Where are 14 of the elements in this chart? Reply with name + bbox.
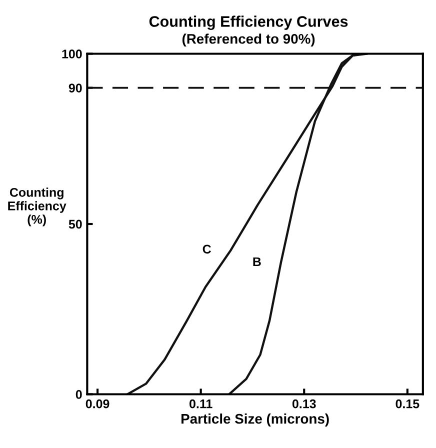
- chart-title: Counting Efficiency Curves: [149, 16, 348, 30]
- x-tick-label: 0.13: [292, 399, 316, 408]
- x-axis-title: Particle Size (microns): [182, 414, 329, 426]
- y-tick-label: 0: [76, 390, 82, 399]
- x-tick-label: 0.11: [190, 399, 212, 408]
- x-tick-label: 0.09: [86, 399, 110, 408]
- series-label: C: [202, 244, 211, 254]
- y-tick-label: 50: [68, 220, 82, 229]
- chart-subtitle: (Referenced to 90%): [182, 34, 315, 47]
- y-axis-title: Counting Efficiency (%): [8, 188, 66, 226]
- y-tick-label: 100: [62, 50, 82, 58]
- x-tick-label: 0.15: [396, 399, 420, 408]
- series-label: B: [253, 257, 261, 266]
- y-tick-label: 90: [68, 84, 82, 92]
